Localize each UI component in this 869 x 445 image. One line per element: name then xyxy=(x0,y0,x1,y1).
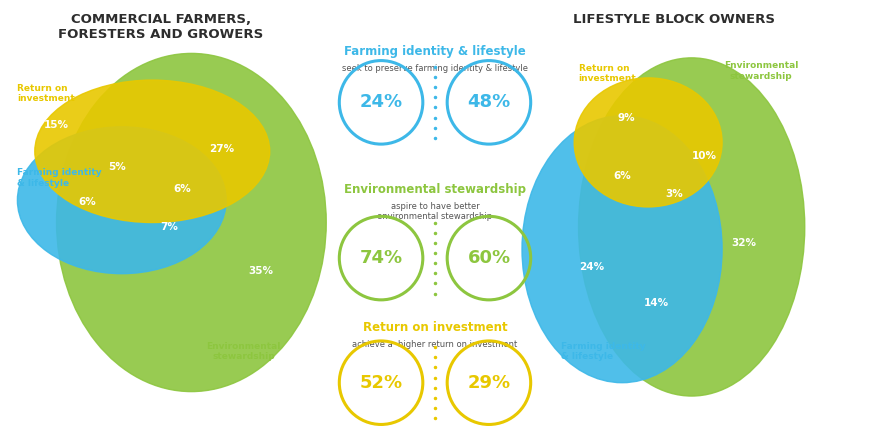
Text: Environmental stewardship: Environmental stewardship xyxy=(343,182,526,196)
Text: 9%: 9% xyxy=(617,113,634,123)
Ellipse shape xyxy=(574,78,721,207)
Text: 7%: 7% xyxy=(161,222,178,232)
Ellipse shape xyxy=(56,53,326,392)
Ellipse shape xyxy=(35,80,269,222)
Text: Environmental
stewardship: Environmental stewardship xyxy=(723,61,798,81)
Text: aspire to have better
environmental stewardship: aspire to have better environmental stew… xyxy=(377,202,492,221)
Text: 32%: 32% xyxy=(731,238,755,247)
Text: 60%: 60% xyxy=(467,249,510,267)
Text: 24%: 24% xyxy=(359,93,402,111)
Text: LIFESTYLE BLOCK OWNERS: LIFESTYLE BLOCK OWNERS xyxy=(573,13,774,26)
Text: 6%: 6% xyxy=(613,171,630,181)
Text: 27%: 27% xyxy=(209,144,234,154)
Ellipse shape xyxy=(17,127,226,274)
Text: COMMERCIAL FARMERS,
FORESTERS AND GROWERS: COMMERCIAL FARMERS, FORESTERS AND GROWER… xyxy=(58,13,263,41)
Text: 48%: 48% xyxy=(467,93,510,111)
Ellipse shape xyxy=(578,58,804,396)
Text: Farming identity
& lifestyle: Farming identity & lifestyle xyxy=(17,168,102,188)
Text: 3%: 3% xyxy=(665,189,682,198)
Text: 35%: 35% xyxy=(249,267,273,276)
Text: Farming identity & lifestyle: Farming identity & lifestyle xyxy=(344,44,525,58)
Text: Return on
investment: Return on investment xyxy=(578,64,635,83)
Text: 74%: 74% xyxy=(359,249,402,267)
Text: 24%: 24% xyxy=(579,262,603,272)
Text: 10%: 10% xyxy=(692,151,716,161)
Text: 15%: 15% xyxy=(44,120,69,129)
Text: seek to preserve farming identity & lifestyle: seek to preserve farming identity & life… xyxy=(342,65,527,73)
Text: Farming identity
& lifestyle: Farming identity & lifestyle xyxy=(561,342,645,361)
Text: 29%: 29% xyxy=(467,374,510,392)
Text: 52%: 52% xyxy=(359,374,402,392)
Text: 14%: 14% xyxy=(644,298,668,307)
Text: 6%: 6% xyxy=(78,198,96,207)
Text: achieve a  higher return on investment: achieve a higher return on investment xyxy=(352,340,517,349)
Ellipse shape xyxy=(521,116,721,383)
Text: Environmental
stewardship: Environmental stewardship xyxy=(206,342,281,361)
Text: Return on investment: Return on investment xyxy=(362,320,507,334)
Text: Return on
investment: Return on investment xyxy=(17,84,75,103)
Text: 6%: 6% xyxy=(174,184,191,194)
Text: 5%: 5% xyxy=(109,162,126,172)
